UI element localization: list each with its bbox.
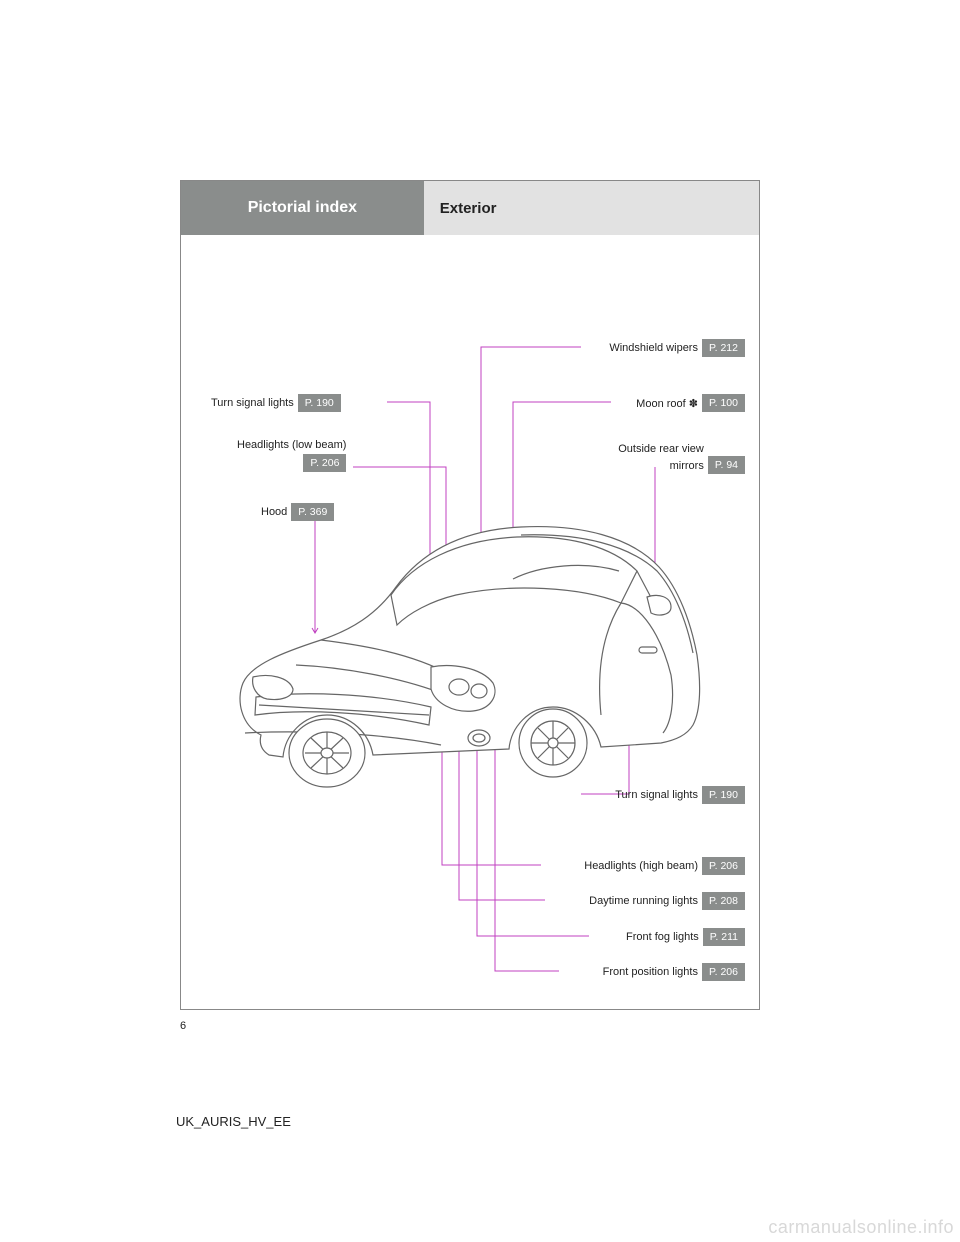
callout-turn-signal-left: Turn signal lights P. 190 xyxy=(211,394,341,412)
callout-windshield-wipers: Windshield wipers P. 212 xyxy=(609,339,745,357)
page-tag: P. 212 xyxy=(702,339,745,357)
callout-outside-mirrors: Outside rear viewmirrors P. 94 xyxy=(618,441,745,474)
callout-daytime-running: Daytime running lights P. 208 xyxy=(589,892,745,910)
label-turn-signal-right: Turn signal lights xyxy=(615,789,698,801)
label-turn-signal-left: Turn signal lights xyxy=(211,397,294,409)
callout-front-fog: Front fog lights P. 211 xyxy=(626,928,745,946)
page-tag: P. 206 xyxy=(303,454,346,472)
page-tag: P. 206 xyxy=(702,857,745,875)
page-tag: P. 206 xyxy=(702,963,745,981)
watermark: carmanualsonline.info xyxy=(768,1217,954,1238)
callout-headlights-low: Headlights (low beam) P. 206 xyxy=(237,439,346,472)
label-front-fog: Front fog lights xyxy=(626,931,699,943)
label-moon-roof: Moon roof ✽ xyxy=(636,397,698,410)
header-left-title: Pictorial index xyxy=(181,181,424,235)
callout-headlights-high: Headlights (high beam) P. 206 xyxy=(584,857,745,875)
page-tag: P. 369 xyxy=(291,503,334,521)
doc-id: UK_AURIS_HV_EE xyxy=(176,1114,291,1129)
asterisk-icon: ✽ xyxy=(689,398,698,410)
label-hood: Hood xyxy=(261,506,287,518)
page-tag: P. 208 xyxy=(702,892,745,910)
label-headlights-high: Headlights (high beam) xyxy=(584,860,698,872)
callout-front-position: Front position lights P. 206 xyxy=(603,963,745,981)
label-windshield-wipers: Windshield wipers xyxy=(609,342,698,354)
diagram-area: Windshield wipers P. 212 Moon roof ✽ P. … xyxy=(181,235,759,1009)
label-front-position: Front position lights xyxy=(603,966,698,978)
label-headlights-low: Headlights (low beam) xyxy=(237,439,346,451)
page-number: 6 xyxy=(180,1020,186,1032)
page-frame: Pictorial index Exterior xyxy=(180,180,760,1010)
page-tag: P. 100 xyxy=(702,394,745,412)
label-daytime-running: Daytime running lights xyxy=(589,895,698,907)
header-bar: Pictorial index Exterior xyxy=(181,181,759,235)
page-tag: P. 211 xyxy=(703,928,745,946)
page-tag: P. 190 xyxy=(702,786,745,804)
page-tag: P. 190 xyxy=(298,394,341,412)
header-right-title: Exterior xyxy=(424,181,759,235)
label-outside-mirrors: Outside rear viewmirrors xyxy=(618,441,704,474)
callout-turn-signal-right: Turn signal lights P. 190 xyxy=(615,786,745,804)
callout-moon-roof: Moon roof ✽ P. 100 xyxy=(636,394,745,412)
callout-hood: Hood P. 369 xyxy=(261,503,334,521)
page-tag: P. 94 xyxy=(708,456,745,474)
